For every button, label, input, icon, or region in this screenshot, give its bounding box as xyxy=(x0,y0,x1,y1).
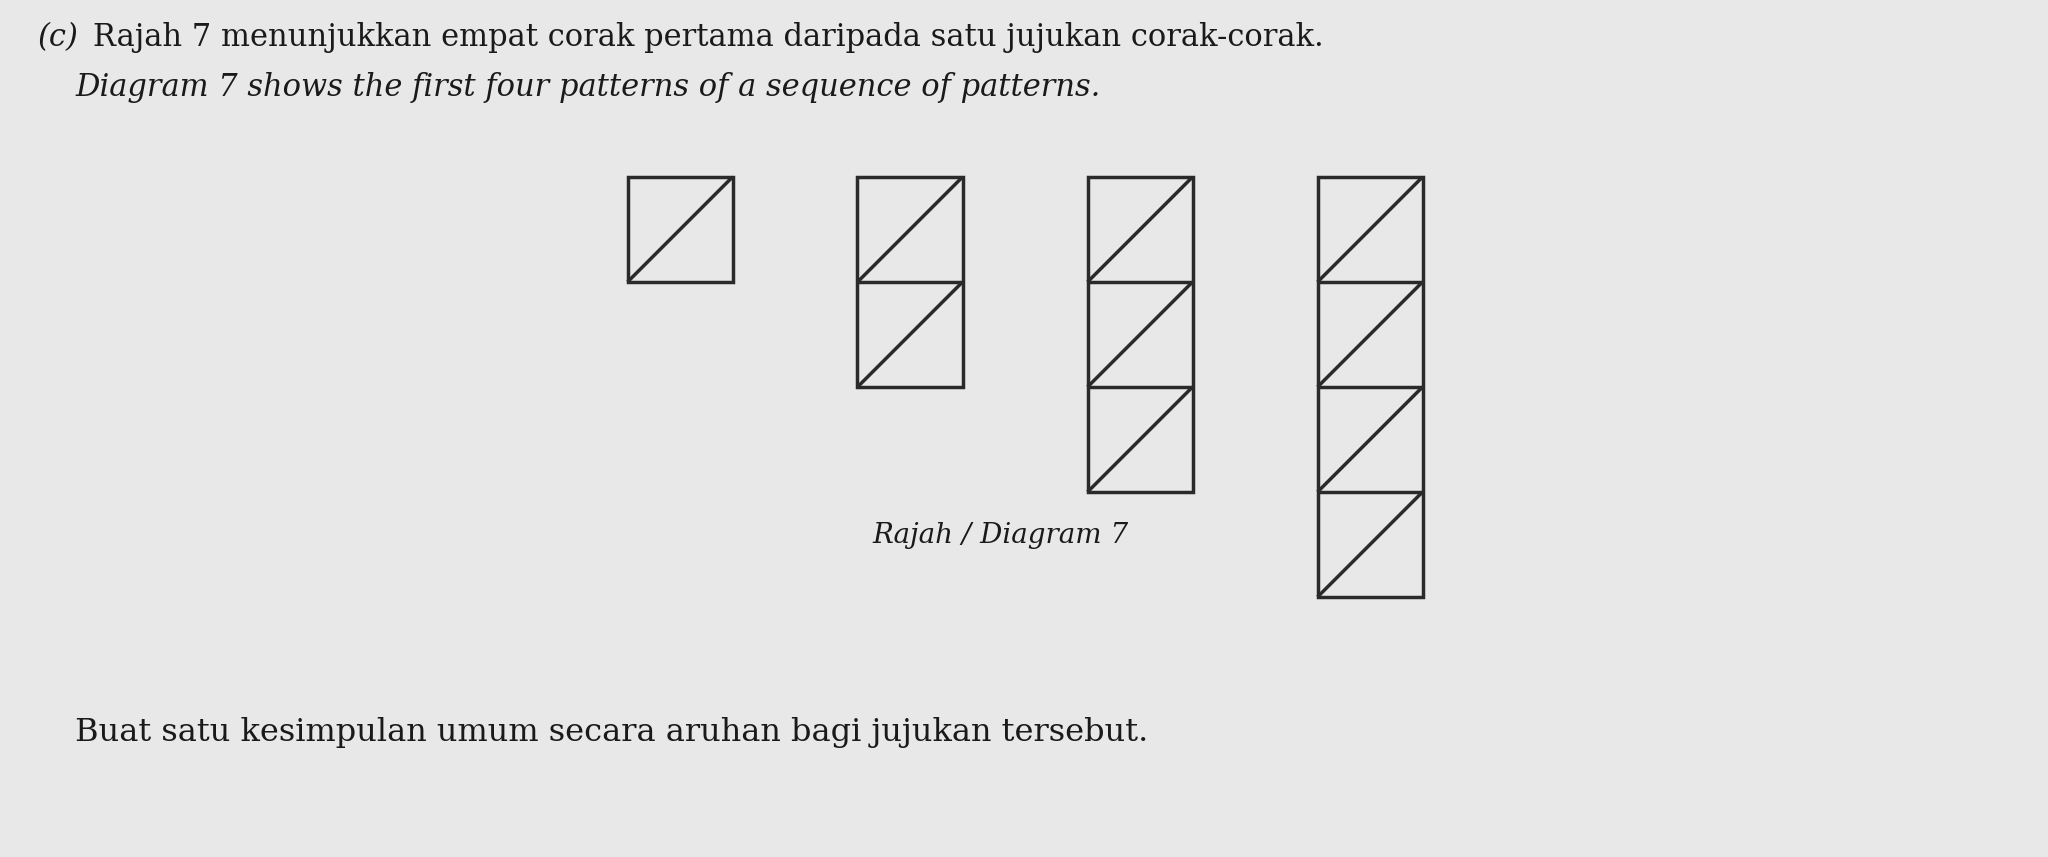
Text: Buat satu kesimpulan umum secara aruhan bagi jujukan tersebut.: Buat satu kesimpulan umum secara aruhan … xyxy=(76,717,1149,748)
Bar xyxy=(858,177,963,387)
Text: (c): (c) xyxy=(39,22,80,53)
Bar xyxy=(1087,177,1192,492)
Text: Rajah / Diagram 7: Rajah / Diagram 7 xyxy=(872,522,1128,549)
Bar xyxy=(1317,177,1423,597)
Text: Diagram 7 shows the first four patterns of a sequence of patterns.: Diagram 7 shows the first four patterns … xyxy=(76,72,1100,103)
Text: Rajah 7 menunjukkan empat corak pertama daripada satu jujukan corak-corak.: Rajah 7 menunjukkan empat corak pertama … xyxy=(92,22,1323,53)
Bar xyxy=(627,177,733,282)
